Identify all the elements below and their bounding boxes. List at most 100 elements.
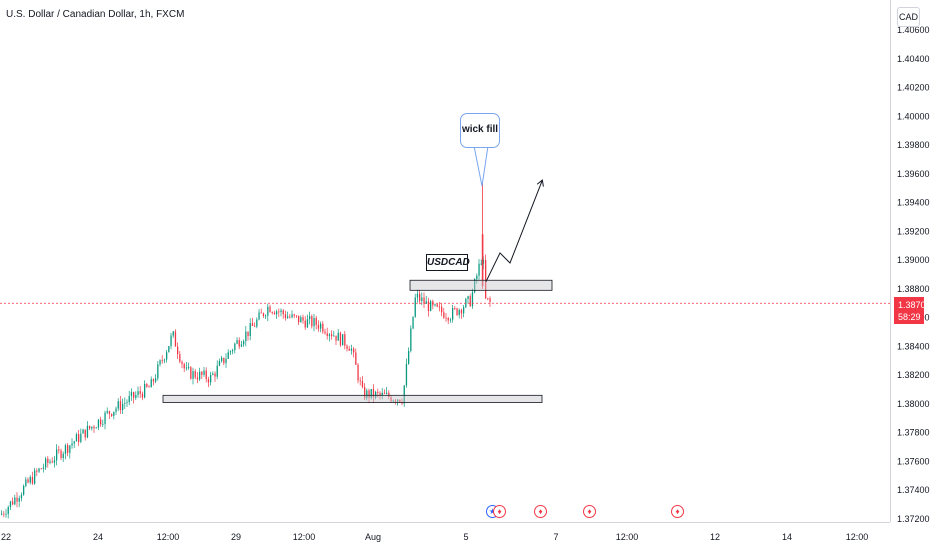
candle (463, 304, 465, 318)
projection-drawing (473, 145, 542, 282)
candle (113, 411, 115, 420)
candle (445, 313, 447, 322)
candle (155, 374, 157, 384)
candle (95, 426, 97, 429)
candle (62, 451, 64, 463)
price-tick-label: 1.37600 (897, 456, 930, 466)
time-tick-label: 12:00 (157, 532, 180, 542)
candle (170, 332, 172, 350)
candle (53, 455, 56, 468)
candle (31, 471, 34, 485)
time-tick-label: 24 (93, 532, 103, 542)
candle (342, 334, 344, 346)
candle (278, 308, 280, 318)
candle (474, 278, 476, 294)
currency-button[interactable]: CAD (897, 7, 920, 27)
candle (320, 321, 322, 333)
candle (23, 484, 25, 496)
candle (64, 443, 67, 460)
candle (150, 376, 152, 388)
candle (405, 358, 408, 388)
candle (359, 377, 361, 386)
candle (84, 429, 86, 441)
time-tick-label: 14 (782, 532, 792, 542)
candle (93, 425, 95, 433)
candle (403, 385, 405, 407)
candle (368, 388, 370, 404)
candle (357, 362, 359, 384)
candle (58, 445, 60, 454)
candle (100, 416, 102, 427)
candle (287, 311, 289, 319)
candle (419, 289, 421, 305)
ca-flag-icon[interactable]: ♦ (583, 505, 596, 518)
candle (256, 317, 258, 329)
candle (443, 308, 445, 319)
candle (306, 314, 309, 328)
candle (291, 310, 293, 319)
candle (372, 384, 375, 404)
time-tick-label: 12 (710, 532, 720, 542)
candle (258, 309, 260, 321)
candlestick-series (1, 181, 491, 519)
candle (267, 303, 269, 322)
wick-fill-candle (481, 181, 484, 289)
candle (276, 309, 278, 319)
candle (350, 344, 353, 355)
price-axis[interactable]: 1.40600 1.40400 1.40200 1.40000 1.39800 1.396… (897, 25, 930, 524)
candle (260, 308, 262, 314)
candle (322, 321, 324, 334)
candle (203, 367, 205, 377)
candle (7, 505, 9, 519)
ca-flag-icon[interactable]: ♦ (534, 505, 547, 518)
candle (38, 467, 40, 473)
resistance-zone[interactable] (409, 279, 553, 291)
candle (410, 325, 412, 353)
candle (364, 383, 366, 400)
candle (196, 372, 199, 383)
candle (280, 308, 282, 317)
candle (366, 388, 368, 401)
candle (27, 477, 29, 484)
candle (185, 362, 188, 371)
candle (487, 297, 489, 301)
candle (124, 397, 126, 409)
candle (20, 492, 23, 502)
candle (412, 316, 414, 330)
symbol-label[interactable]: USDCAD (426, 254, 470, 271)
candle (137, 386, 139, 398)
price-tick-label: 1.38400 (897, 341, 930, 351)
price-tick-label: 1.37400 (897, 485, 930, 495)
candle (45, 456, 47, 471)
support-zone[interactable] (162, 394, 543, 403)
candle (304, 316, 306, 330)
candle (348, 345, 350, 351)
wick-fill-callout[interactable]: wick fill (460, 113, 500, 148)
ca-flag-icon[interactable]: ♦ (493, 505, 506, 518)
candle (236, 337, 238, 345)
projection-arrow[interactable] (485, 181, 542, 282)
ca-flag-icon[interactable]: ♦ (671, 505, 684, 518)
candle (218, 358, 221, 367)
candle (232, 348, 234, 355)
candle (282, 308, 284, 319)
candle (430, 299, 432, 312)
candle (240, 340, 243, 348)
candle (480, 259, 482, 266)
time-tick-label: 22 (1, 532, 11, 542)
candle (174, 329, 177, 347)
candle (40, 468, 42, 470)
candle (245, 326, 247, 347)
price-tick-label: 1.39800 (897, 140, 930, 150)
candle (104, 410, 106, 430)
candle (454, 306, 456, 311)
time-axis[interactable]: 22 24 12:00 29 12:00 Aug 5 7 12:00 12 14 12:00 (1, 532, 868, 542)
price-tick-label: 1.38800 (897, 284, 930, 294)
candle (212, 371, 214, 376)
candle (381, 387, 383, 400)
candle (1, 510, 3, 516)
candle (78, 430, 80, 446)
candle (135, 391, 137, 401)
candle (133, 391, 135, 404)
